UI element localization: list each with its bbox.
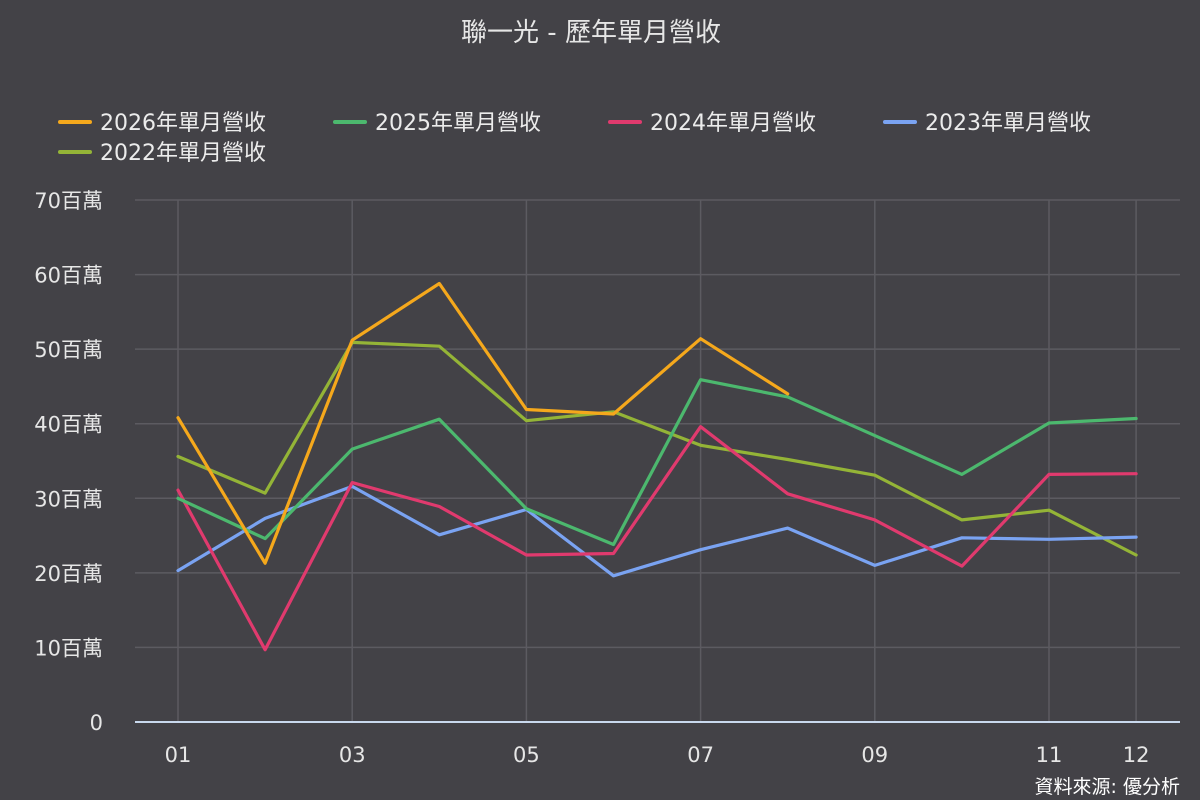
- y-tick-label: 70百萬: [34, 189, 103, 213]
- series-line-2023年單月營收: [176, 484, 1138, 578]
- x-tick-label: 12: [1123, 743, 1150, 767]
- y-tick-label: 0: [90, 711, 103, 735]
- x-tick-label: 07: [687, 743, 714, 767]
- y-tick-label: 30百萬: [34, 487, 103, 511]
- legend: 2026年單月營收 2025年單月營收 2024年單月營收 2023年單月營收 2022…: [58, 111, 1091, 166]
- x-tick-label: 05: [513, 743, 540, 767]
- axes: 0 10百萬 20百萬 30百萬 40百萬 50百萬 60百萬 70百萬 01 03 05 07 09 1…: [34, 189, 1180, 767]
- y-tick-label: 10百萬: [34, 636, 103, 660]
- y-tick-label: 20百萬: [34, 562, 103, 586]
- legend-label: 2022年單月營收: [100, 141, 266, 166]
- x-tick-label: 11: [1036, 743, 1063, 767]
- series-layer: [176, 281, 1138, 652]
- series-line-2024年單月營收: [176, 425, 1138, 652]
- y-tick-label: 60百萬: [34, 264, 103, 288]
- legend-label: 2024年單月營收: [650, 111, 816, 136]
- x-tick-label: 09: [861, 743, 888, 767]
- series-line-2025年單月營收: [176, 378, 1138, 547]
- series-line-2022年單月營收: [176, 340, 1138, 557]
- legend-label: 2025年單月營收: [375, 111, 541, 136]
- x-tick-label: 03: [339, 743, 366, 767]
- legend-label: 2026年單月營收: [100, 111, 266, 136]
- y-tick-label: 40百萬: [34, 413, 103, 437]
- y-tick-label: 50百萬: [34, 338, 103, 362]
- chart-title: 聯一光 - 歷年單月營收: [461, 18, 721, 48]
- x-tick-label: 01: [165, 743, 192, 767]
- series-line-2026年單月營收: [176, 281, 790, 565]
- grid: [135, 199, 1180, 722]
- legend-label: 2023年單月營收: [925, 111, 1091, 136]
- source-note: 資料來源: 優分析: [1035, 776, 1180, 798]
